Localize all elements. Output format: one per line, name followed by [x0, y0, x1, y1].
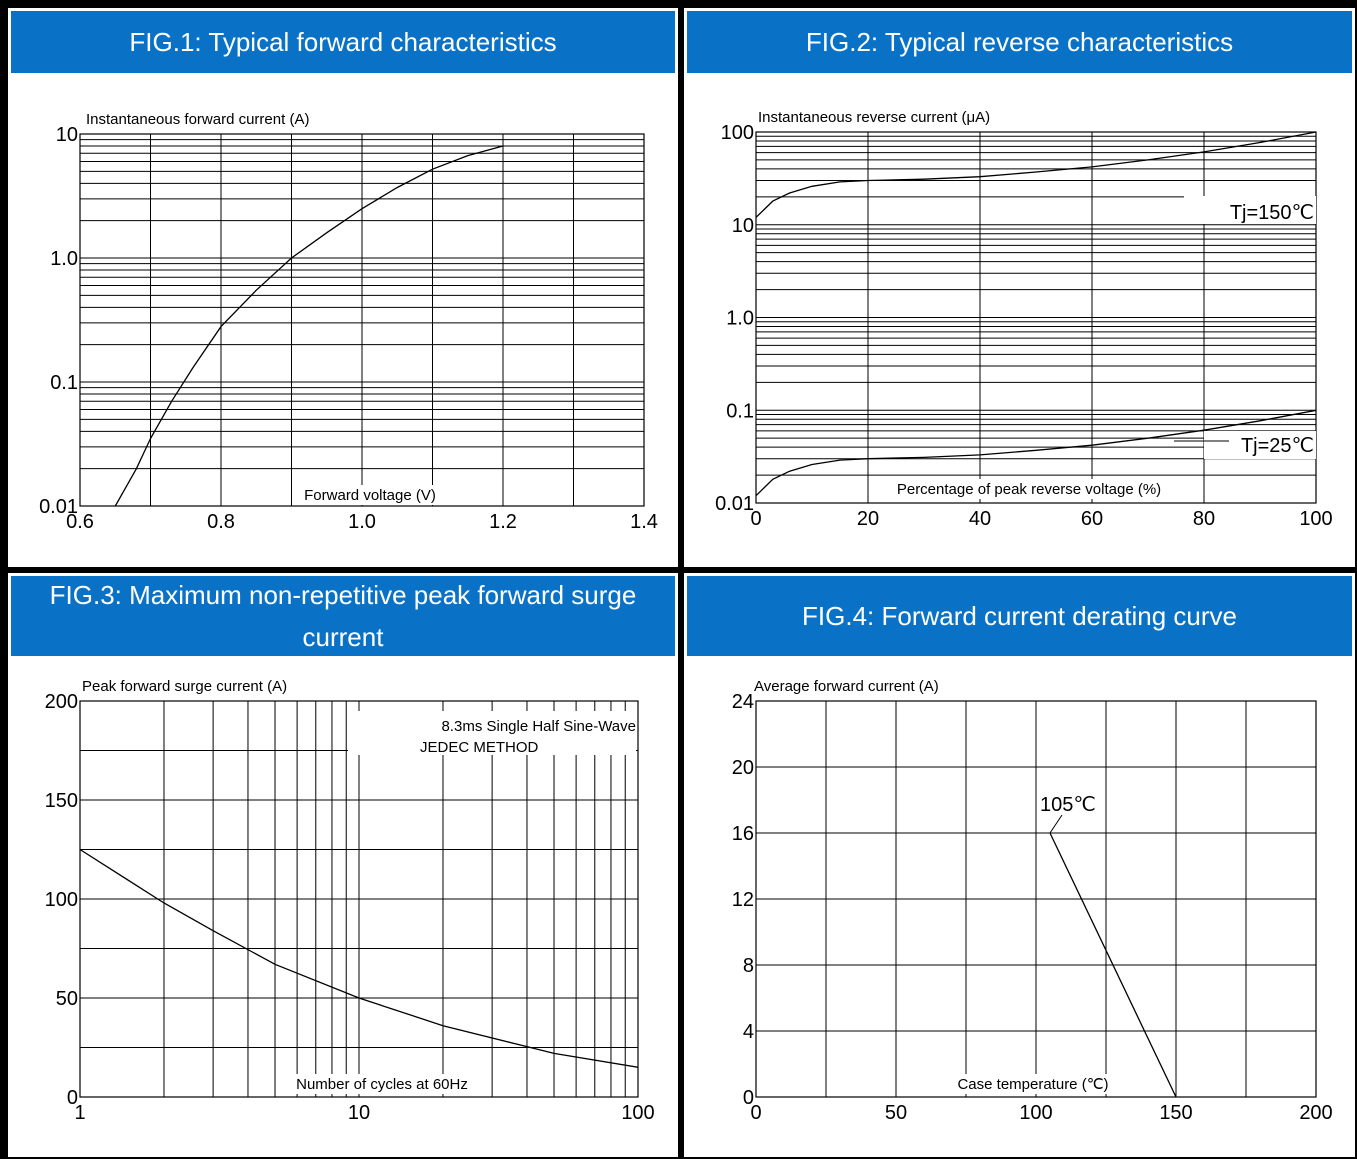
x-tick-label: 100 [1019, 1102, 1052, 1124]
x-tick-label: 1 [74, 1102, 85, 1124]
panel-fig3: FIG.3: Maximum non-repetitive peak forwa… [6, 571, 680, 1159]
y-tick-label: 0.1 [50, 372, 78, 394]
label-background [292, 485, 448, 505]
y-axis-label: Instantaneous forward current (A) [86, 111, 309, 128]
chart-fig4: 0 50 100 150 200 0 4 8 12 16 20 24 Case temperature … [732, 676, 1333, 1124]
panel-header: FIG.2: Typical reverse characteristics [687, 11, 1352, 73]
point-annotation: 105℃ [1040, 794, 1096, 816]
chart-note: JEDEC METHOD [420, 739, 539, 756]
y-axis-label: Peak forward surge current (A) [82, 678, 287, 695]
label-background [1038, 785, 1100, 813]
panel-header: FIG.1: Typical forward characteristics [11, 11, 675, 73]
y-tick-label: 24 [732, 691, 754, 713]
x-tick-label: 1.4 [630, 511, 658, 533]
x-tick-label: 100 [621, 1102, 654, 1124]
label-background [752, 676, 958, 696]
chart-fig2: 0 20 40 60 80 100 0.01 0.1 1.0 10 100 Percentage of… [715, 107, 1333, 530]
x-axis-label: Forward voltage (V) [304, 487, 436, 504]
y-tick-label: 150 [45, 790, 78, 812]
label-background [873, 479, 1185, 499]
y-tick-label: 0.01 [39, 496, 78, 518]
x-tick-label: 1.2 [489, 511, 517, 533]
y-tick-label: 20 [732, 757, 754, 779]
chart-note: 8.3ms Single Half Sine-Wave [441, 718, 636, 735]
y-tick-label: 100 [721, 122, 754, 144]
annotation-leader [1049, 814, 1063, 834]
label-background [951, 1074, 1115, 1094]
y-tick-label: 100 [45, 889, 78, 911]
y-tick-label: 200 [45, 691, 78, 713]
plot-frame [755, 131, 1317, 504]
series-line [114, 145, 504, 507]
x-tick-label: 50 [885, 1102, 907, 1124]
plot-frame [79, 700, 639, 1098]
y-tick-label: 4 [743, 1021, 754, 1043]
x-tick-label: 0.8 [207, 511, 235, 533]
x-tick-label: 0.6 [66, 511, 94, 533]
label-background [283, 1074, 481, 1094]
label-background [348, 711, 636, 755]
x-tick-label: 10 [348, 1102, 370, 1124]
chart-fig1: 0.6 0.8 1.0 1.2 1.4 0.01 0.1 1.0 10 Forward volta… [39, 109, 658, 533]
x-axis-label: Number of cycles at 60Hz [296, 1076, 468, 1093]
x-tick-label: 150 [1159, 1102, 1192, 1124]
y-tick-label: 50 [56, 988, 78, 1010]
x-tick-label: 80 [1193, 508, 1215, 530]
plot-frame [755, 700, 1317, 1098]
label-background [1184, 196, 1316, 224]
y-axis-label: Instantaneous reverse current (μA) [758, 109, 990, 126]
x-axis-label: Case temperature (℃) [957, 1076, 1108, 1093]
x-tick-label: 60 [1081, 508, 1103, 530]
y-tick-label: 16 [732, 823, 754, 845]
label-background [80, 676, 308, 696]
x-tick-label: 200 [1299, 1102, 1332, 1124]
y-tick-label: 12 [732, 889, 754, 911]
y-tick-label: 0 [743, 1087, 754, 1109]
x-tick-label: 100 [1299, 508, 1332, 530]
label-background [1204, 431, 1316, 459]
y-tick-label: 0.01 [715, 493, 754, 515]
y-tick-label: 0.1 [726, 400, 754, 422]
label-background [84, 109, 335, 129]
panel-fig2: FIG.2: Typical reverse characteristics 0… [682, 6, 1357, 569]
series-line [755, 409, 1317, 497]
y-tick-label: 8 [743, 955, 754, 977]
label-background [756, 107, 1015, 127]
panel-fig4: FIG.4: Forward current derating curve 0 5… [682, 571, 1357, 1159]
x-tick-label: 40 [969, 508, 991, 530]
y-axis-label: Average forward current (A) [754, 678, 939, 695]
series-annotation: Tj=150℃ [1230, 202, 1314, 224]
chart-fig3: 1 10 100 0 50 100 150 200 Number of cycles at 60… [45, 676, 655, 1124]
y-tick-label: 10 [56, 124, 78, 146]
y-tick-label: 0 [67, 1087, 78, 1109]
plot-frame [79, 133, 645, 507]
x-tick-label: 0 [750, 508, 761, 530]
x-tick-label: 20 [857, 508, 879, 530]
y-tick-label: 1.0 [726, 308, 754, 330]
x-tick-label: 1.0 [348, 511, 376, 533]
series-annotation: Tj=25℃ [1241, 435, 1314, 457]
series-line [1049, 832, 1177, 1098]
x-axis-label: Percentage of peak reverse voltage (%) [897, 481, 1161, 498]
panel-header: FIG.3: Maximum non-repetitive peak forwa… [11, 576, 675, 656]
x-tick-label: 0 [750, 1102, 761, 1124]
y-tick-label: 1.0 [50, 248, 78, 270]
series-line [755, 131, 1317, 218]
panel-fig1: FIG.1: Typical forward characteristics 0… [6, 6, 680, 569]
y-tick-label: 10 [732, 215, 754, 237]
series-line [79, 848, 639, 1068]
panel-header: FIG.4: Forward current derating curve [687, 576, 1352, 656]
